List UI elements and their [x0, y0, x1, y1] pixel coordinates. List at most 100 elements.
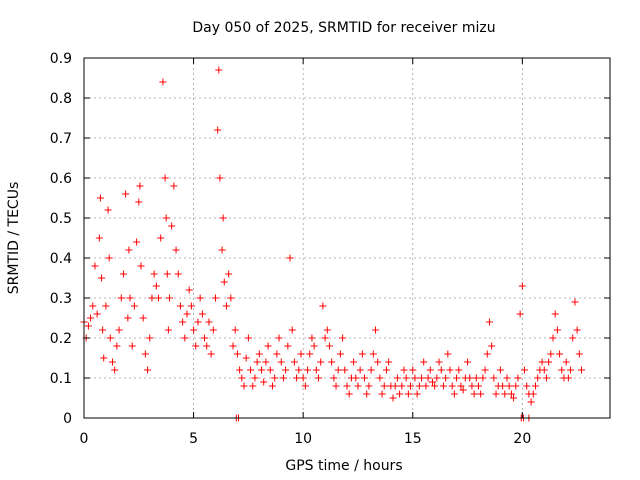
data-point	[216, 174, 224, 182]
data-point	[209, 326, 217, 334]
data-point	[540, 366, 548, 374]
data-point	[271, 374, 279, 382]
data-point	[448, 382, 456, 390]
data-point	[108, 358, 116, 366]
data-point	[310, 342, 318, 350]
data-point	[286, 254, 294, 262]
y-axis-label: SRMTID / TECUs	[6, 182, 22, 295]
data-point	[98, 274, 106, 282]
data-point	[137, 262, 145, 270]
data-point	[249, 382, 257, 390]
data-point	[407, 382, 415, 390]
data-point	[398, 382, 406, 390]
data-point	[534, 374, 542, 382]
data-point	[233, 350, 241, 358]
data-point	[312, 366, 320, 374]
data-point	[481, 366, 489, 374]
data-point	[201, 334, 209, 342]
data-point	[424, 374, 432, 382]
data-point	[225, 270, 233, 278]
data-point	[354, 382, 362, 390]
data-point	[358, 350, 366, 358]
data-point	[96, 194, 104, 202]
data-point	[564, 374, 572, 382]
data-point	[365, 382, 373, 390]
data-point	[468, 382, 476, 390]
data-point	[531, 382, 539, 390]
data-point	[181, 334, 189, 342]
data-point	[393, 374, 401, 382]
data-point	[553, 326, 561, 334]
data-point	[396, 390, 404, 398]
data-point	[376, 374, 384, 382]
y-tick-label: 0.8	[50, 91, 72, 107]
data-point	[477, 390, 485, 398]
data-point	[148, 294, 156, 302]
data-point	[361, 374, 369, 382]
data-point	[538, 358, 546, 366]
data-point	[104, 206, 112, 214]
data-point	[268, 382, 276, 390]
data-point	[496, 366, 504, 374]
data-point	[490, 374, 498, 382]
data-point	[521, 366, 529, 374]
y-tick-label: 0.4	[50, 251, 72, 267]
data-point	[328, 358, 336, 366]
data-point	[457, 382, 465, 390]
data-point	[159, 78, 167, 86]
data-point	[549, 334, 557, 342]
data-point	[128, 342, 136, 350]
data-point	[437, 366, 445, 374]
data-point	[470, 390, 478, 398]
data-point	[126, 294, 134, 302]
data-point	[450, 390, 458, 398]
grid-lines	[84, 58, 610, 418]
data-point	[183, 310, 191, 318]
data-point	[102, 302, 110, 310]
data-point	[176, 302, 184, 310]
data-point	[290, 358, 298, 366]
data-point	[575, 350, 583, 358]
data-point	[510, 394, 518, 402]
data-point	[266, 366, 274, 374]
data-point	[99, 326, 107, 334]
data-point	[194, 318, 202, 326]
data-point	[136, 182, 144, 190]
data-point	[319, 302, 327, 310]
data-point	[339, 334, 347, 342]
data-point	[164, 326, 172, 334]
data-point	[220, 278, 228, 286]
data-point	[282, 366, 290, 374]
data-point	[95, 234, 103, 242]
chart-title: Day 050 of 2025, SRMTID for receiver miz…	[192, 20, 495, 36]
data-point	[198, 310, 206, 318]
data-point	[413, 390, 421, 398]
data-point	[203, 342, 211, 350]
data-point	[170, 182, 178, 190]
data-point	[185, 286, 193, 294]
data-point	[350, 358, 358, 366]
data-point	[571, 298, 579, 306]
data-point	[352, 374, 360, 382]
data-point	[475, 382, 482, 390]
x-tick-label: 20	[513, 431, 531, 447]
data-point	[174, 270, 182, 278]
data-point	[111, 366, 119, 374]
data-point	[400, 366, 408, 374]
data-point	[124, 314, 132, 322]
data-point	[260, 378, 268, 386]
data-point	[273, 350, 281, 358]
data-point	[135, 198, 143, 206]
data-point	[229, 342, 237, 350]
data-point	[91, 262, 99, 270]
data-point	[119, 270, 127, 278]
data-point	[343, 382, 351, 390]
data-point	[378, 390, 386, 398]
data-point	[192, 342, 200, 350]
data-point	[146, 334, 154, 342]
data-point	[299, 374, 307, 382]
data-point	[288, 326, 296, 334]
data-point	[523, 382, 531, 390]
